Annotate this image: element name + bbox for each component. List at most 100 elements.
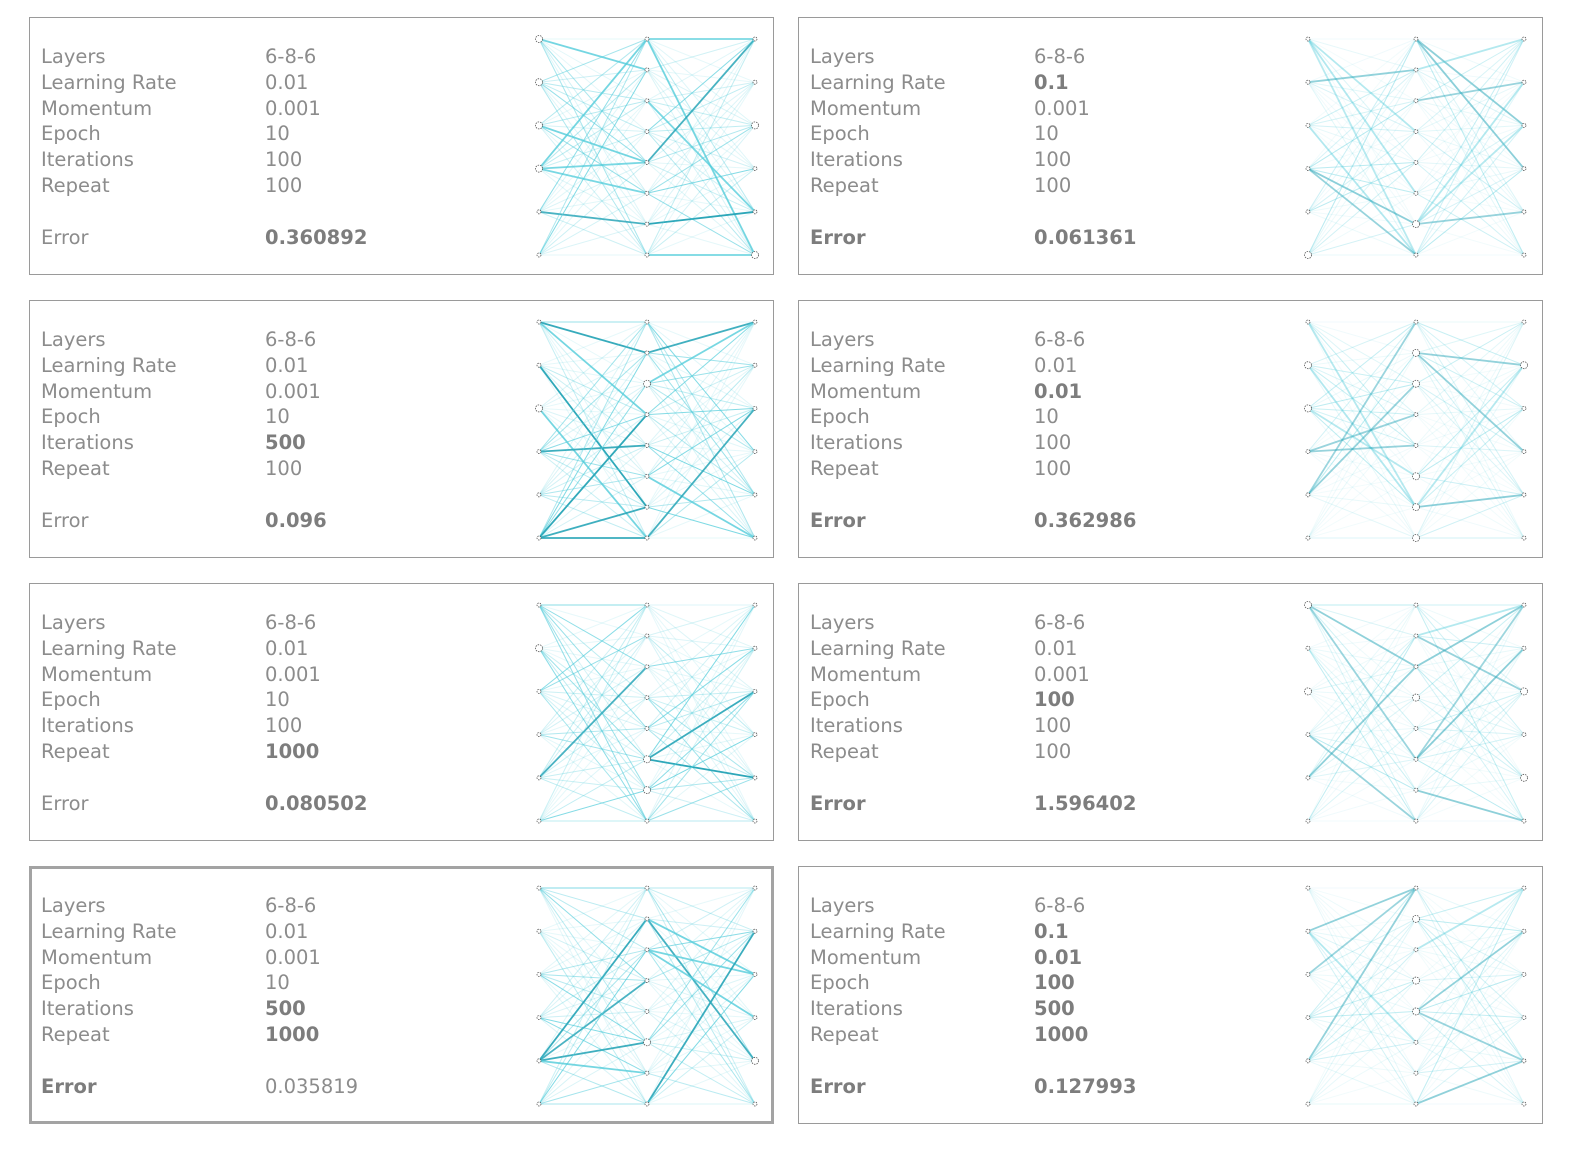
network-edge bbox=[1415, 1041, 1525, 1062]
network-edge bbox=[646, 69, 756, 256]
network-edge bbox=[1415, 647, 1525, 760]
network-edge bbox=[538, 321, 648, 409]
network-edge bbox=[1415, 697, 1525, 822]
network-edge bbox=[1415, 475, 1525, 496]
network-edge bbox=[538, 1072, 648, 1105]
param-label: Learning Rate bbox=[810, 920, 946, 943]
network-edge bbox=[1415, 1041, 1525, 1105]
network-edge bbox=[538, 451, 648, 508]
network-node bbox=[1413, 602, 1419, 608]
network-node bbox=[644, 67, 650, 73]
network-edge bbox=[538, 321, 648, 366]
network-node bbox=[1305, 1015, 1311, 1021]
error-value: 0.096 bbox=[265, 509, 327, 532]
network-node bbox=[1412, 693, 1420, 702]
network-node bbox=[1521, 1058, 1527, 1064]
network-edge bbox=[538, 930, 648, 1074]
network-edge bbox=[646, 604, 756, 698]
network-edge bbox=[1415, 81, 1525, 256]
network-node bbox=[536, 775, 542, 781]
network-edge bbox=[1415, 777, 1525, 822]
network-edge bbox=[538, 666, 648, 779]
network-node bbox=[643, 755, 651, 764]
network-edge bbox=[1415, 364, 1525, 446]
network-edge bbox=[1307, 1017, 1417, 1105]
network-node bbox=[752, 36, 758, 42]
network-edge bbox=[1307, 728, 1417, 822]
network-edge bbox=[538, 167, 648, 195]
network-edge bbox=[646, 352, 756, 366]
network-edge bbox=[1307, 444, 1417, 453]
network-node bbox=[1521, 209, 1527, 215]
network-edge bbox=[1415, 666, 1525, 736]
network-edge bbox=[646, 930, 756, 1043]
network-edge bbox=[1307, 131, 1417, 170]
network-edge bbox=[538, 383, 648, 539]
network-edge bbox=[1307, 38, 1417, 213]
network-edge bbox=[538, 506, 648, 539]
network-node bbox=[1413, 726, 1419, 731]
network-node bbox=[644, 978, 650, 983]
network-edge bbox=[1307, 167, 1417, 256]
network-edge bbox=[538, 758, 648, 779]
network-edge bbox=[1415, 930, 1525, 1074]
param-value: 0.01 bbox=[1034, 946, 1083, 969]
network-edge bbox=[1307, 444, 1417, 496]
network-edge bbox=[646, 414, 756, 496]
network-edge bbox=[646, 321, 756, 496]
network-edge bbox=[1415, 647, 1525, 791]
network-edge bbox=[646, 444, 756, 496]
network-edge bbox=[1415, 887, 1525, 1043]
network-edge bbox=[1415, 635, 1525, 649]
network-edge bbox=[1307, 635, 1417, 692]
network-node bbox=[535, 35, 543, 43]
network-edge bbox=[646, 974, 756, 1105]
network-node bbox=[643, 786, 651, 795]
network-edge bbox=[646, 81, 756, 194]
param-label: Learning Rate bbox=[810, 71, 946, 94]
network-node bbox=[536, 818, 542, 824]
network-edge bbox=[538, 604, 648, 760]
network-edge bbox=[1307, 777, 1417, 791]
network-edge bbox=[1307, 887, 1417, 1012]
network-edge bbox=[1415, 690, 1525, 760]
network-edge bbox=[1415, 887, 1525, 1105]
network-edge bbox=[646, 647, 756, 699]
network-edge bbox=[646, 100, 756, 126]
network-edge bbox=[538, 887, 648, 1105]
network-node bbox=[644, 947, 650, 953]
network-node bbox=[751, 121, 759, 130]
network-node bbox=[1304, 687, 1312, 696]
network-node bbox=[1520, 687, 1528, 696]
network-node bbox=[644, 504, 650, 510]
network-edge bbox=[1415, 697, 1525, 779]
network-edge bbox=[646, 192, 756, 213]
network-edge bbox=[646, 690, 756, 729]
network-edge bbox=[646, 604, 756, 729]
network-edge bbox=[538, 949, 648, 1019]
network-edge bbox=[538, 192, 648, 213]
network-edge bbox=[1307, 321, 1417, 496]
network-node bbox=[535, 121, 543, 130]
network-edge bbox=[1307, 918, 1417, 975]
network-edge bbox=[538, 321, 648, 496]
network-edge bbox=[1415, 124, 1525, 133]
network-edge bbox=[538, 1010, 648, 1062]
network-edge bbox=[1307, 81, 1417, 225]
network-edge bbox=[646, 666, 756, 692]
network-edge bbox=[1415, 635, 1525, 822]
network-node bbox=[1304, 404, 1312, 413]
network-edge bbox=[646, 1017, 756, 1074]
network-node bbox=[1521, 79, 1527, 85]
network-edge bbox=[1415, 604, 1525, 779]
network-edge bbox=[1415, 383, 1525, 453]
network-edge bbox=[646, 1010, 756, 1019]
network-edge bbox=[1415, 1072, 1525, 1105]
param-value: 6-8-6 bbox=[1034, 328, 1086, 351]
network-edge bbox=[1415, 887, 1525, 920]
network-edge bbox=[1415, 930, 1525, 951]
network-edge bbox=[646, 887, 756, 920]
network-edge bbox=[1415, 974, 1525, 1105]
network-edge bbox=[646, 100, 756, 213]
network-edge bbox=[646, 887, 756, 1074]
